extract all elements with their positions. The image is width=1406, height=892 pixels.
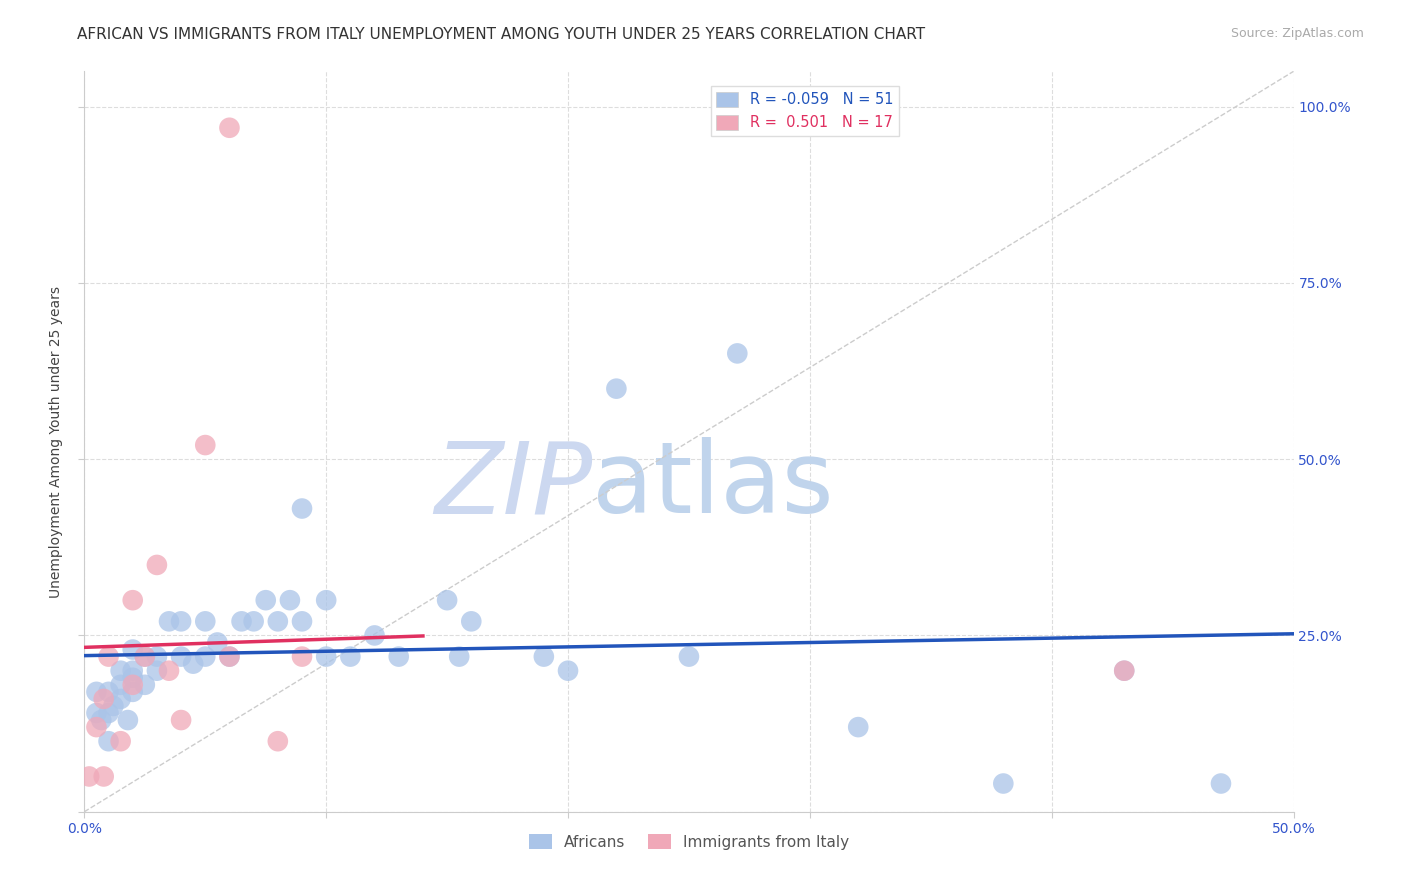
Point: [388, 649, 411, 664]
Point: [90, 713, 112, 727]
Point: [134, 649, 156, 664]
Point: [121, 678, 143, 692]
Point: [86, 706, 108, 720]
Point: [97, 649, 120, 664]
Point: [194, 438, 217, 452]
Text: AFRICAN VS IMMIGRANTS FROM ITALY UNEMPLOYMENT AMONG YOUTH UNDER 25 YEARS CORRELA: AFRICAN VS IMMIGRANTS FROM ITALY UNEMPLO…: [77, 27, 925, 42]
Point: [157, 615, 180, 629]
Point: [1114, 664, 1136, 678]
Point: [315, 593, 337, 607]
Point: [605, 382, 627, 396]
Point: [157, 664, 180, 678]
Point: [1209, 776, 1232, 790]
Point: [460, 615, 482, 629]
Point: [117, 713, 139, 727]
Point: [533, 649, 555, 664]
Point: [110, 678, 132, 692]
Point: [363, 628, 385, 642]
Point: [170, 649, 193, 664]
Point: [194, 615, 217, 629]
Point: [725, 346, 748, 360]
Point: [181, 657, 204, 671]
Point: [170, 615, 193, 629]
Point: [993, 776, 1015, 790]
Point: [339, 649, 361, 664]
Point: [110, 664, 132, 678]
Point: [1114, 664, 1136, 678]
Point: [146, 558, 169, 572]
Point: [207, 635, 229, 649]
Point: [449, 649, 471, 664]
Point: [254, 593, 277, 607]
Point: [146, 649, 169, 664]
Point: [278, 593, 301, 607]
Point: [97, 734, 120, 748]
Point: [103, 698, 125, 713]
Point: [77, 769, 100, 783]
Point: [846, 720, 869, 734]
Y-axis label: Unemployment Among Youth under 25 years: Unemployment Among Youth under 25 years: [49, 285, 63, 598]
Point: [218, 649, 240, 664]
Point: [110, 692, 132, 706]
Text: atlas: atlas: [592, 437, 834, 534]
Point: [121, 671, 143, 685]
Point: [194, 649, 217, 664]
Point: [121, 685, 143, 699]
Point: [291, 501, 314, 516]
Point: [121, 642, 143, 657]
Point: [93, 692, 115, 706]
Point: [557, 664, 579, 678]
Point: [678, 649, 700, 664]
Point: [86, 685, 108, 699]
Point: [267, 734, 290, 748]
Point: [315, 649, 337, 664]
Point: [97, 685, 120, 699]
Point: [242, 615, 264, 629]
Point: [110, 734, 132, 748]
Legend: Africans, Immigrants from Italy: Africans, Immigrants from Italy: [523, 828, 855, 856]
Point: [218, 120, 240, 135]
Point: [291, 649, 314, 664]
Point: [267, 615, 290, 629]
Point: [436, 593, 458, 607]
Point: [93, 769, 115, 783]
Text: ZIP: ZIP: [434, 437, 592, 534]
Point: [97, 706, 120, 720]
Point: [146, 664, 169, 678]
Point: [121, 664, 143, 678]
Point: [134, 649, 156, 664]
Point: [134, 678, 156, 692]
Text: Source: ZipAtlas.com: Source: ZipAtlas.com: [1230, 27, 1364, 40]
Point: [218, 649, 240, 664]
Point: [170, 713, 193, 727]
Point: [231, 615, 253, 629]
Point: [291, 615, 314, 629]
Point: [86, 720, 108, 734]
Point: [121, 593, 143, 607]
